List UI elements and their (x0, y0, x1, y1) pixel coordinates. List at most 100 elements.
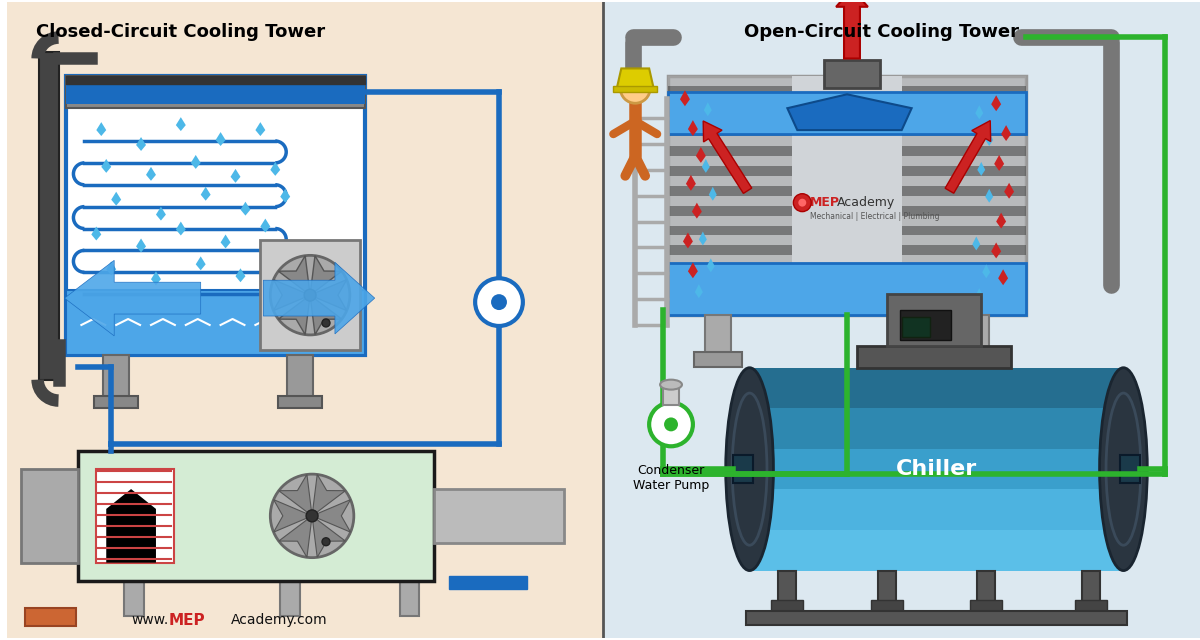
Bar (792, 76, 901, 315)
Bar (901, 317, 930, 337)
Polygon shape (200, 187, 211, 201)
Circle shape (798, 198, 806, 207)
Polygon shape (991, 243, 1001, 259)
Polygon shape (107, 261, 116, 275)
Circle shape (304, 289, 316, 301)
Bar (750, 368, 1123, 408)
Polygon shape (688, 262, 698, 278)
Polygon shape (696, 147, 706, 163)
Polygon shape (617, 68, 654, 90)
Polygon shape (310, 255, 342, 295)
Polygon shape (1004, 183, 1014, 198)
Polygon shape (136, 137, 146, 151)
Bar (668, 136, 792, 146)
Bar (745, 611, 1128, 625)
Bar (668, 86, 792, 96)
Bar (901, 146, 1026, 156)
Bar (971, 600, 1002, 612)
Polygon shape (310, 280, 347, 310)
Bar (750, 408, 1123, 449)
FancyArrow shape (703, 121, 751, 193)
Bar (281, 580, 300, 616)
Polygon shape (312, 474, 346, 516)
Circle shape (270, 255, 350, 335)
Text: Chiller: Chiller (896, 459, 977, 479)
Bar (66, 76, 365, 84)
Bar (694, 352, 742, 367)
Bar (668, 76, 792, 86)
Text: Closed-Circuit Cooling Tower: Closed-Circuit Cooling Tower (36, 22, 325, 41)
Bar (96, 469, 174, 563)
Polygon shape (985, 132, 994, 146)
Polygon shape (710, 129, 719, 143)
Bar (901, 136, 1026, 146)
Bar (668, 96, 792, 106)
Circle shape (620, 74, 650, 103)
Bar (668, 263, 1026, 315)
Ellipse shape (726, 368, 774, 571)
Text: Condenser
Water Pump: Condenser Water Pump (632, 464, 709, 492)
Bar (287, 355, 313, 397)
Bar (887, 294, 982, 346)
Bar (901, 196, 1026, 205)
Bar (901, 255, 1026, 266)
Text: Academy: Academy (838, 196, 895, 209)
Circle shape (270, 474, 354, 557)
Bar (668, 106, 792, 116)
Bar (953, 352, 1000, 367)
Polygon shape (101, 159, 112, 173)
Polygon shape (698, 232, 707, 245)
Bar (668, 166, 792, 176)
Bar (901, 156, 1026, 166)
Bar (434, 489, 564, 543)
Bar (901, 295, 1026, 305)
Polygon shape (176, 117, 186, 131)
Polygon shape (112, 192, 121, 205)
Text: Open-Circuit Cooling Tower: Open-Circuit Cooling Tower (744, 22, 1019, 41)
Polygon shape (991, 95, 1001, 111)
Polygon shape (151, 271, 161, 285)
Bar (78, 451, 434, 580)
Text: www.: www. (132, 613, 169, 627)
Circle shape (322, 319, 330, 327)
Polygon shape (230, 169, 240, 183)
Polygon shape (107, 489, 156, 563)
Bar (66, 76, 365, 108)
Bar (901, 285, 1026, 295)
Polygon shape (216, 132, 226, 146)
Bar (668, 305, 792, 315)
Bar (901, 205, 1026, 216)
Text: MEP: MEP (810, 196, 840, 209)
Bar (449, 575, 527, 589)
Bar (901, 96, 1026, 106)
Bar (66, 84, 365, 104)
Bar (668, 156, 792, 166)
Text: Mechanical | Electrical | Plumbing: Mechanical | Electrical | Plumbing (810, 212, 940, 221)
Polygon shape (312, 516, 346, 557)
Bar (124, 580, 144, 616)
Polygon shape (221, 234, 230, 248)
Polygon shape (985, 189, 994, 203)
Polygon shape (787, 94, 912, 130)
FancyArrow shape (946, 120, 991, 193)
Bar (901, 76, 1026, 86)
Polygon shape (695, 284, 703, 298)
Polygon shape (146, 167, 156, 180)
Bar (977, 571, 995, 602)
Polygon shape (274, 500, 312, 532)
Polygon shape (278, 295, 310, 335)
Bar (260, 241, 360, 350)
Polygon shape (310, 295, 342, 335)
Bar (668, 92, 1026, 134)
Bar (38, 52, 59, 380)
Polygon shape (707, 259, 715, 272)
Polygon shape (278, 474, 312, 516)
Bar (857, 346, 1012, 368)
Circle shape (793, 194, 811, 212)
Polygon shape (994, 155, 1004, 171)
Polygon shape (998, 269, 1008, 285)
Bar (668, 196, 792, 205)
Bar (66, 76, 365, 355)
Bar (668, 146, 792, 156)
Polygon shape (281, 189, 290, 203)
